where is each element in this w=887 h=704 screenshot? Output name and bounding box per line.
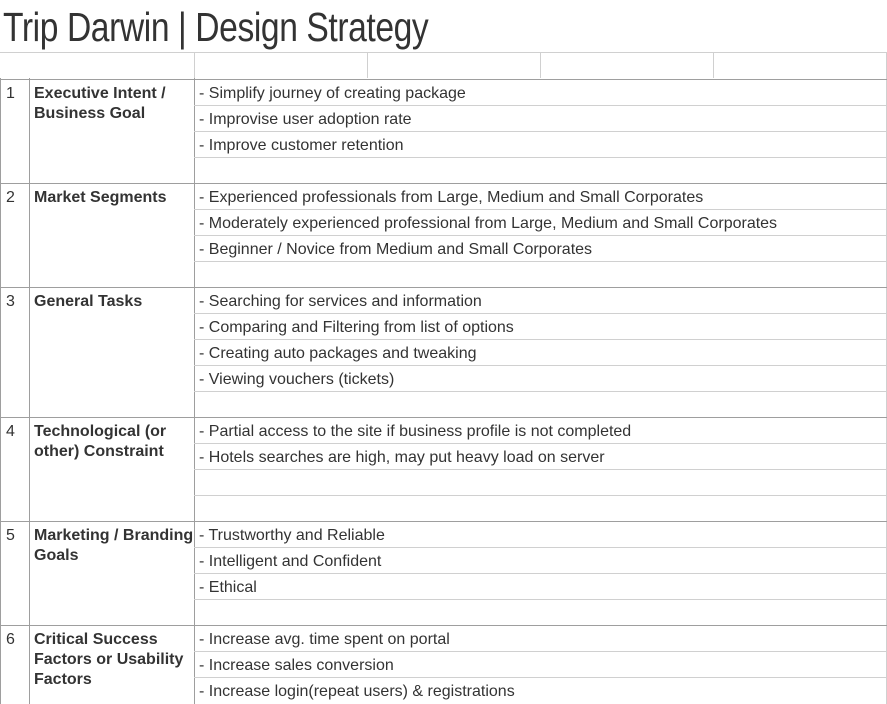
page-title: Trip Darwin | Design Strategy <box>3 4 429 50</box>
list-item: - Improvise user adoption rate <box>199 111 412 128</box>
row-divider <box>194 469 887 470</box>
col-divider <box>194 52 195 78</box>
list-item: - Partial access to the site if business… <box>199 423 632 440</box>
section-heading: Marketing / Branding Goals <box>34 527 194 564</box>
col-divider <box>713 52 714 78</box>
list-item: - Comparing and Filtering from list of o… <box>199 319 514 336</box>
section-border <box>0 287 887 288</box>
row-divider <box>194 365 887 366</box>
row-divider <box>194 573 887 574</box>
table-left-border <box>0 78 1 704</box>
section-border <box>0 183 887 184</box>
section-number: 4 <box>6 423 15 440</box>
row-divider <box>194 651 887 652</box>
row-divider <box>194 547 887 548</box>
section-number: 6 <box>6 631 15 648</box>
list-item: - Ethical <box>199 579 257 596</box>
section-heading: Market Segments <box>34 189 167 206</box>
list-item: - Creating auto packages and tweaking <box>199 345 477 362</box>
row-divider <box>194 209 887 210</box>
section-number: 5 <box>6 527 15 544</box>
row-divider <box>194 443 887 444</box>
row-divider <box>194 313 887 314</box>
row-divider <box>194 157 887 158</box>
section-border <box>0 417 887 418</box>
table-top-border <box>0 52 887 53</box>
list-item: - Increase avg. time spent on portal <box>199 631 450 648</box>
section-heading: Executive Intent / Business Goal <box>34 85 166 122</box>
section-heading: Critical Success Factors or Usability Fa… <box>34 631 184 688</box>
list-item: - Experienced professionals from Large, … <box>199 189 704 206</box>
list-item: - Beginner / Novice from Medium and Smal… <box>199 241 593 258</box>
list-item: - Increase sales conversion <box>199 657 394 674</box>
section-border <box>0 79 887 80</box>
list-item: - Improve customer retention <box>199 137 404 154</box>
section-number: 1 <box>6 85 15 102</box>
row-divider <box>194 599 887 600</box>
row-divider <box>194 235 887 236</box>
col-divider <box>540 52 541 78</box>
row-divider <box>194 677 887 678</box>
row-divider <box>194 131 887 132</box>
list-item: - Searching for services and information <box>199 293 482 310</box>
row-divider <box>194 339 887 340</box>
list-item: - Hotels searches are high, may put heav… <box>199 449 605 466</box>
row-divider <box>194 261 887 262</box>
section-border <box>0 521 887 522</box>
row-divider <box>194 495 887 496</box>
section-number: 2 <box>6 189 15 206</box>
row-divider <box>194 391 887 392</box>
section-heading: Technological (or other) Constraint <box>34 423 167 460</box>
section-number: 3 <box>6 293 15 310</box>
row-divider <box>194 105 887 106</box>
list-item: - Simplify journey of creating package <box>199 85 466 102</box>
col-divider <box>29 78 30 704</box>
list-item: - Increase login(repeat users) & registr… <box>199 683 515 700</box>
section-border <box>0 625 887 626</box>
list-item: - Trustworthy and Reliable <box>199 527 385 544</box>
section-heading: General Tasks <box>34 293 143 310</box>
strategy-table: 1 Executive Intent / Business Goal - Sim… <box>0 52 887 704</box>
col-divider <box>367 52 368 78</box>
list-item: - Viewing vouchers (tickets) <box>199 371 395 388</box>
list-item: - Moderately experienced professional fr… <box>199 215 778 232</box>
list-item: - Intelligent and Confident <box>199 553 382 570</box>
